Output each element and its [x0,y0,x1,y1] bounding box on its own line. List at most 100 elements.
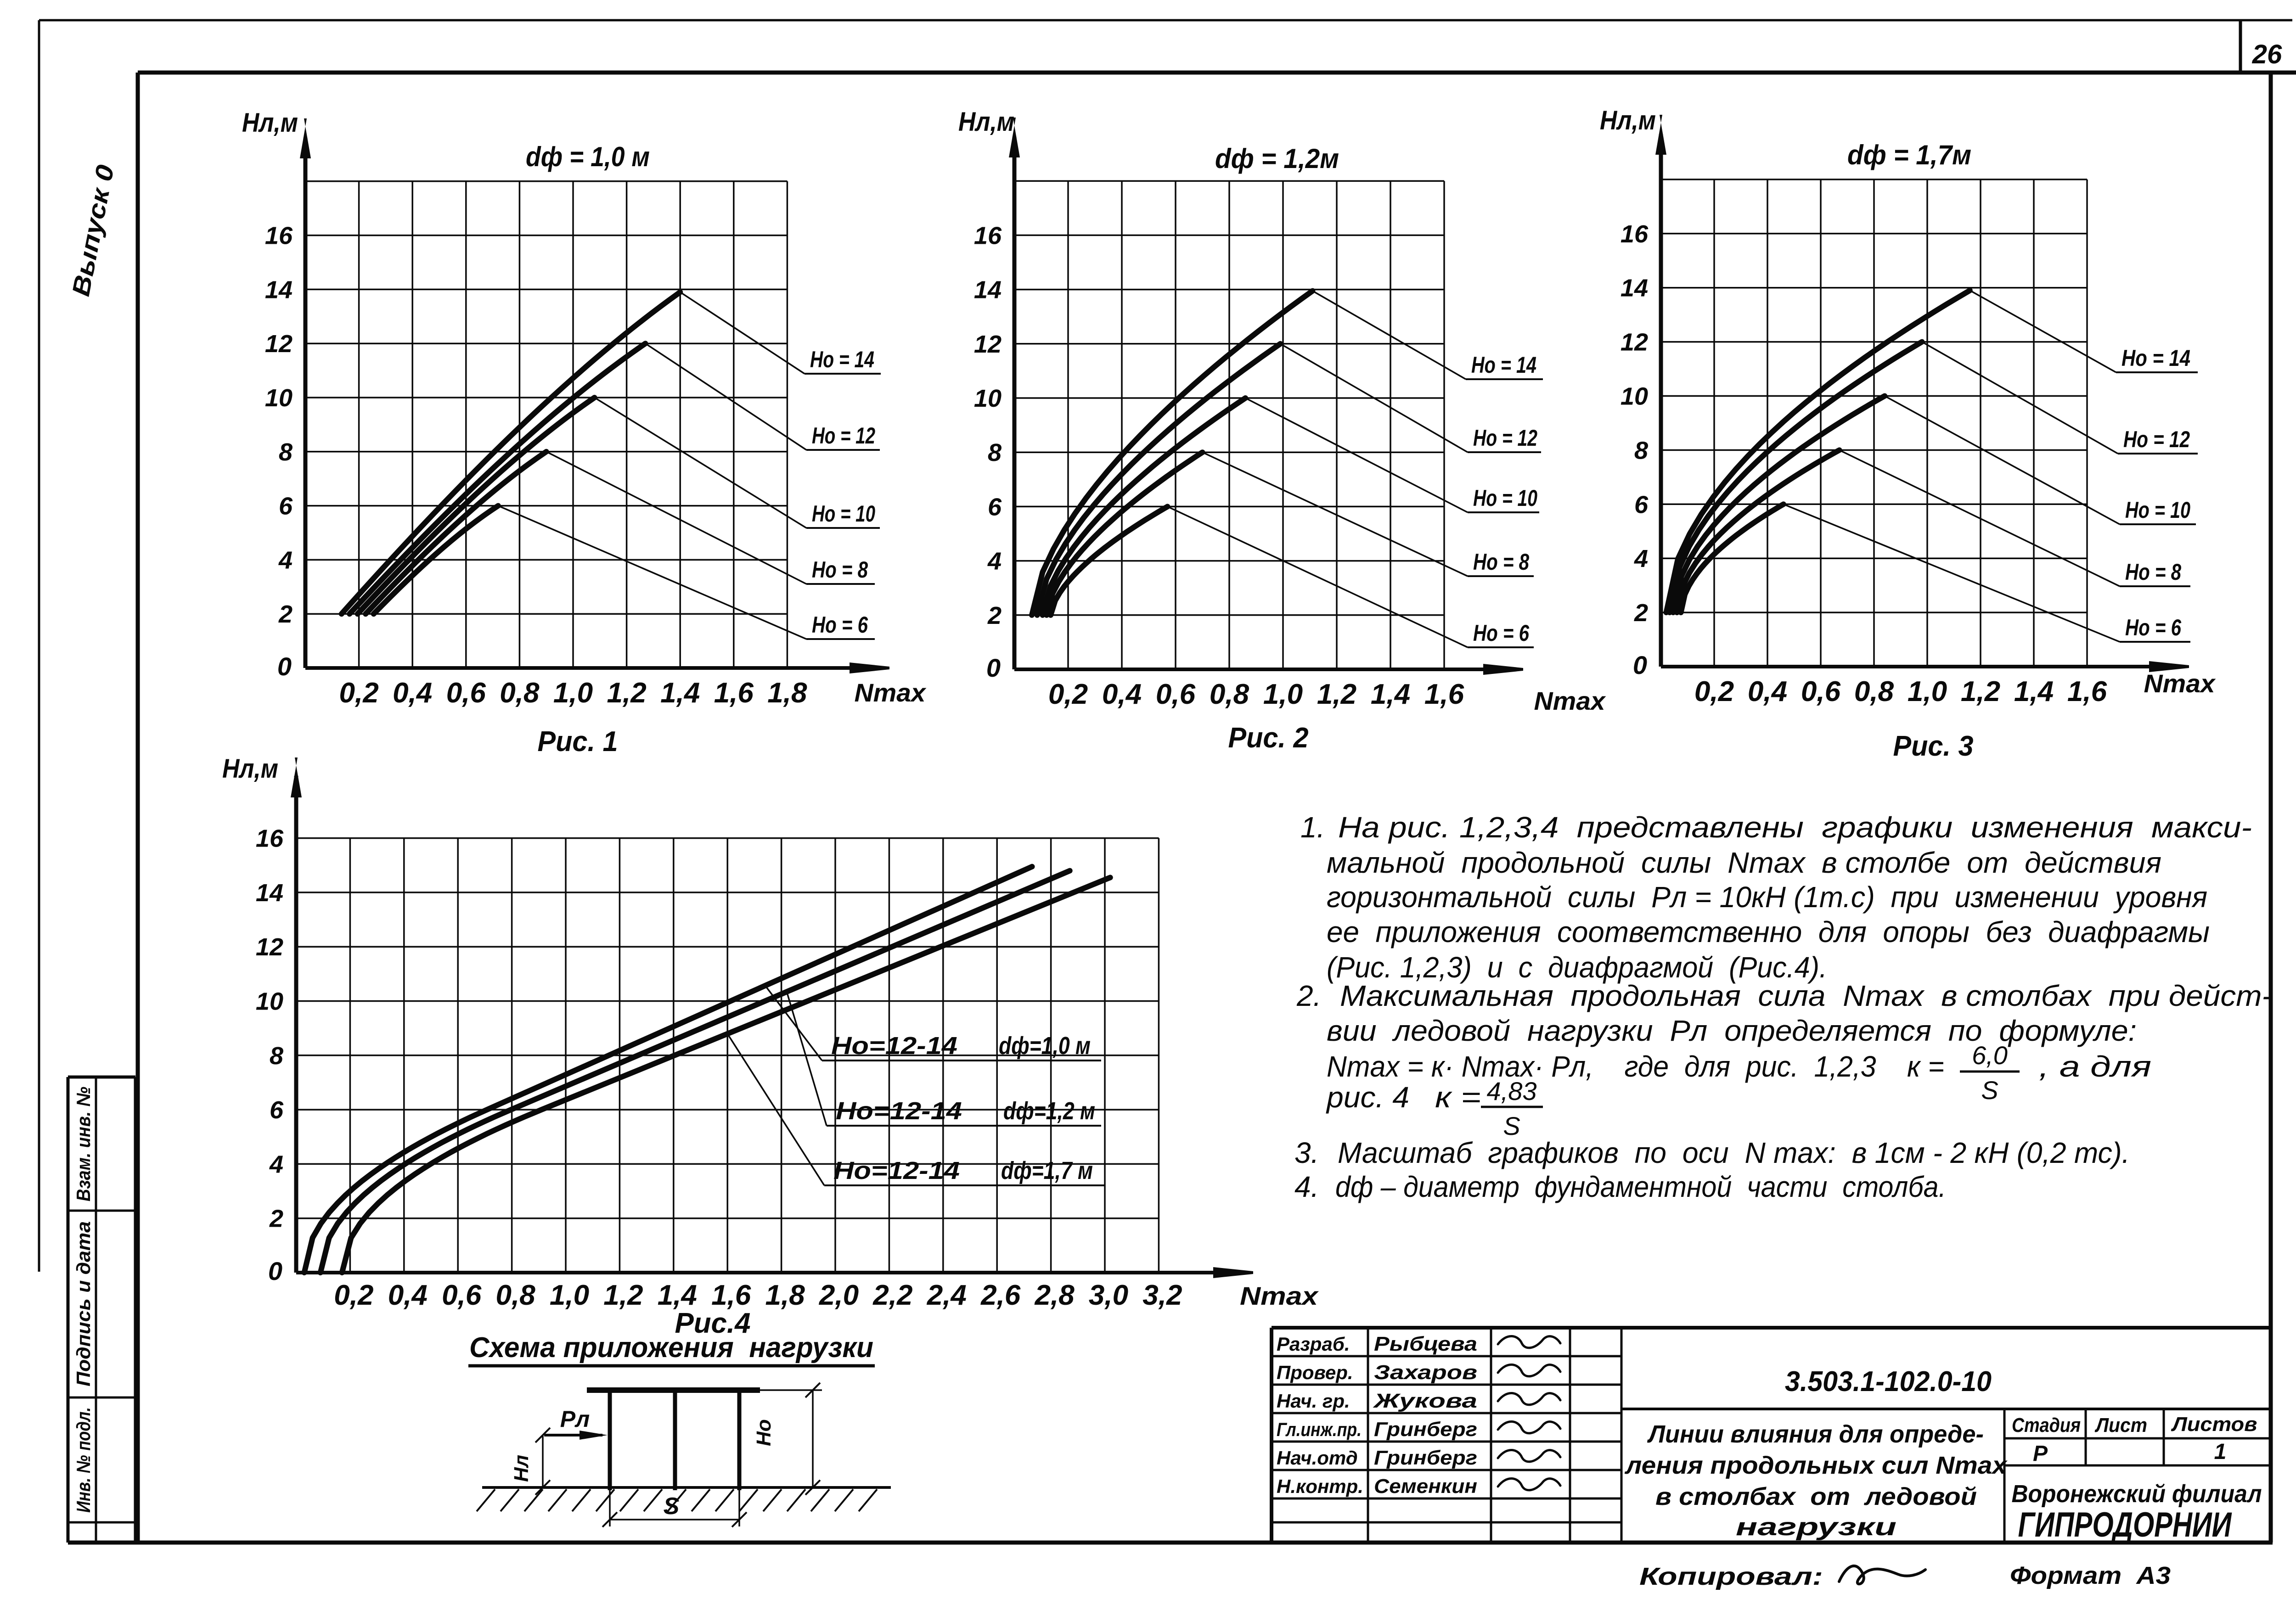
svg-text:0,8: 0,8 [495,1279,535,1311]
svg-text:Рис. 2: Рис. 2 [1228,722,1309,754]
svg-text:0,2: 0,2 [1694,676,1734,707]
svg-text:10: 10 [256,988,283,1016]
svg-text:, а для: , а для [2039,1050,2151,1083]
svg-text:Hл,м: Hл,м [222,754,278,784]
svg-text:Лист: Лист [2094,1414,2147,1436]
svg-text:Hо = 8: Hо = 8 [812,557,868,583]
svg-text:Hо = 14: Hо = 14 [1471,352,1536,378]
svg-text:1: 1 [2214,1440,2227,1464]
svg-text:вии ледовой нагрузки Pл оп: вии ледовой нагрузки Pл определяется по … [1327,1014,2137,1047]
svg-text:12: 12 [974,331,1002,358]
svg-text:1,6: 1,6 [1424,679,1464,710]
svg-text:2: 2 [987,602,1002,629]
svg-text:Копировал:: Копировал: [1639,1563,1823,1590]
svg-text:dф=1,0 м: dф=1,0 м [999,1032,1091,1060]
svg-text:Hо = 14: Hо = 14 [2122,345,2190,371]
svg-text:1,0: 1,0 [1263,679,1303,710]
svg-text:1,0: 1,0 [1908,676,1947,707]
svg-text:0,6: 0,6 [446,677,486,709]
svg-text:0: 0 [1633,651,1647,679]
svg-text:3.503.1-102.0-10: 3.503.1-102.0-10 [1785,1366,1992,1397]
svg-text:0,6: 0,6 [442,1279,482,1311]
svg-text:1,4: 1,4 [2014,676,2054,707]
svg-text:Hо = 6: Hо = 6 [2125,615,2182,640]
svg-text:Рис.4: Рис.4 [675,1307,751,1339]
svg-text:dф=1,7 м: dф=1,7 м [1001,1157,1093,1184]
svg-text:1,2: 1,2 [1317,679,1356,710]
svg-text:1,8: 1,8 [767,677,807,709]
svg-text:Схема приложения нагрузки: Схема приложения нагрузки [469,1332,873,1364]
svg-text:Hо = 12: Hо = 12 [2123,426,2190,452]
svg-text:4: 4 [269,1150,283,1178]
svg-text:Nmax: Nmax [2144,669,2217,698]
svg-text:1,4: 1,4 [658,1279,697,1311]
svg-text:12: 12 [256,933,283,961]
svg-text:Семенкин: Семенкин [1374,1475,1477,1498]
svg-text:0,8: 0,8 [1210,679,1249,710]
svg-text:1,6: 1,6 [711,1279,751,1311]
svg-text:4: 4 [1634,545,1648,572]
svg-text:Гринберг: Гринберг [1374,1447,1477,1469]
svg-text:Стадия: Стадия [2012,1414,2081,1436]
svg-text:Нач.отд: Нач.отд [1277,1447,1358,1469]
svg-text:12: 12 [265,330,293,358]
svg-text:нагрузки: нагрузки [1736,1513,1896,1541]
svg-text:Nmax: Nmax [855,678,927,707]
svg-text:Рис. 1: Рис. 1 [538,726,618,758]
svg-text:3,2: 3,2 [1142,1279,1182,1311]
svg-text:6: 6 [270,1096,284,1124]
svg-text:Nmax: Nmax [1534,686,1607,715]
svg-text:2: 2 [1634,599,1648,627]
svg-text:2: 2 [278,600,293,628]
svg-text:6,0: 6,0 [1972,1041,2008,1070]
svg-text:0: 0 [277,652,292,681]
svg-text:Nmax = к· Nmax· Pл, где дл: Nmax = к· Nmax· Pл, где для рис. 1,2,3 к… [1327,1050,1944,1083]
svg-text:0,2: 0,2 [334,1279,373,1311]
svg-text:6: 6 [988,493,1002,521]
svg-text:16: 16 [256,825,284,853]
svg-text:0,6: 0,6 [1801,676,1841,707]
svg-text:горизонтальной силы Pл = 10к: горизонтальной силы Pл = 10кН (1т.с) при… [1327,881,2207,914]
svg-text:Hо=12-14: Hо=12-14 [833,1157,960,1184]
svg-text:4.: 4. [1294,1170,1319,1203]
svg-text:1,6: 1,6 [2067,676,2107,707]
svg-text:dф = 1,7м: dф = 1,7м [1847,140,1971,170]
svg-text:Hо=12-14: Hо=12-14 [836,1097,962,1125]
svg-text:0,8: 0,8 [1854,676,1894,707]
svg-text:Nmax: Nmax [1240,1281,1319,1310]
svg-text:Hо = 10: Hо = 10 [1473,485,1537,511]
svg-text:Масштаб графиков по оси N: Масштаб графиков по оси N max: в 1см - 2… [1338,1136,2130,1169]
svg-text:Hо = 10: Hо = 10 [812,501,875,527]
svg-text:Hо = 10: Hо = 10 [2125,497,2190,523]
svg-text:Гринберг: Гринберг [1374,1418,1477,1441]
svg-text:Hо=12-14: Hо=12-14 [831,1032,957,1060]
svg-text:0,4: 0,4 [1748,676,1787,707]
svg-text:6: 6 [1634,491,1649,518]
svg-text:Инв. № подл.: Инв. № подл. [73,1407,94,1513]
svg-text:dф=1,2 м: dф=1,2 м [1003,1097,1095,1125]
svg-text:0,2: 0,2 [1048,679,1088,710]
svg-text:S: S [664,1493,680,1520]
svg-text:1,2: 1,2 [603,1279,643,1311]
svg-text:На рис. 1,2,3,4 представлены: На рис. 1,2,3,4 представлены графики изм… [1338,811,2252,844]
svg-text:Гл.инж.пр.: Гл.инж.пр. [1277,1419,1362,1440]
svg-text:2,8: 2,8 [1034,1279,1075,1311]
svg-text:Н.контр.: Н.контр. [1277,1476,1363,1497]
svg-text:Провер.: Провер. [1277,1362,1353,1383]
svg-text:12: 12 [1621,329,1648,356]
svg-text:S: S [1981,1076,1998,1105]
svg-text:0,2: 0,2 [339,677,378,709]
svg-text:1,8: 1,8 [765,1279,805,1311]
svg-text:1,6: 1,6 [714,677,754,709]
svg-text:Формат А3: Формат А3 [2010,1562,2171,1589]
svg-text:S: S [1503,1111,1520,1140]
svg-text:16: 16 [974,222,1002,249]
svg-text:14: 14 [256,879,283,907]
svg-text:Hо = 8: Hо = 8 [1473,549,1529,575]
svg-text:2.: 2. [1296,979,1321,1012]
svg-text:Нач. гр.: Нач. гр. [1277,1390,1350,1412]
svg-text:dф – диаметр фундаментной ча: dф – диаметр фундаментной части столба. [1335,1170,1946,1203]
svg-text:Hо = 8: Hо = 8 [2125,559,2181,585]
svg-text:Листов: Листов [2171,1413,2257,1436]
svg-text:Hо = 14: Hо = 14 [810,347,874,372]
